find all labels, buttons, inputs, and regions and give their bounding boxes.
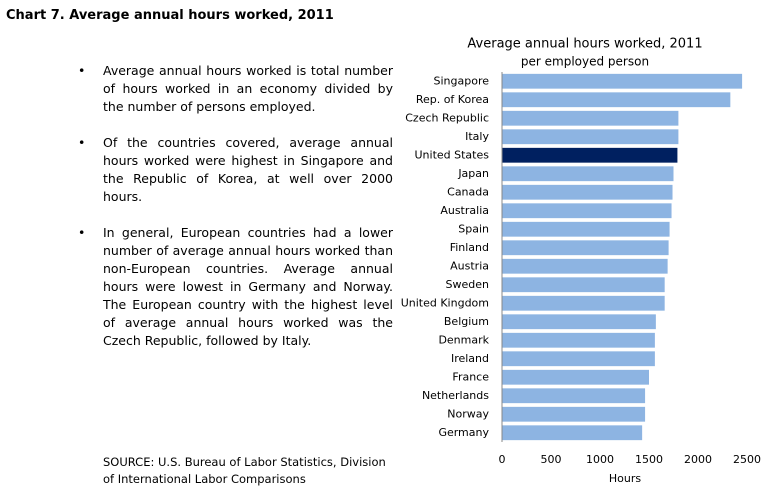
y-tick-label: Austria xyxy=(450,259,489,272)
y-tick-label: France xyxy=(452,370,489,383)
bar xyxy=(502,184,673,200)
bar xyxy=(502,73,743,89)
bar xyxy=(502,314,656,330)
bar xyxy=(502,110,679,126)
bullet: In general, European countries had a low… xyxy=(78,224,393,350)
bar xyxy=(502,295,665,311)
y-tick-label: Australia xyxy=(440,204,489,217)
y-tick-label: Finland xyxy=(450,241,489,254)
x-tick-label: 2000 xyxy=(684,453,712,466)
bar xyxy=(502,92,731,108)
bullet: Of the countries covered, average annual… xyxy=(78,134,393,206)
page-title: Chart 7. Average annual hours worked, 20… xyxy=(6,8,334,23)
source-note: SOURCE: U.S. Bureau of Labor Statistics,… xyxy=(103,455,386,486)
y-tick-label: Canada xyxy=(447,185,489,198)
bar xyxy=(502,332,655,348)
y-tick-label: Belgium xyxy=(444,315,489,328)
y-tick-label: Italy xyxy=(465,130,489,143)
bar xyxy=(502,277,665,293)
bar xyxy=(502,388,646,404)
y-tick-label: Spain xyxy=(458,222,489,235)
bar xyxy=(502,203,672,219)
chart-subtitle: per employed person xyxy=(521,55,649,69)
x-tick-label: 1500 xyxy=(635,453,663,466)
bullet: Average annual hours worked is total num… xyxy=(78,62,393,116)
y-tick-label: Sweden xyxy=(446,278,489,291)
x-tick-label: 2500 xyxy=(733,453,761,466)
y-tick-label: Japan xyxy=(457,167,489,180)
y-tick-label: Netherlands xyxy=(422,389,489,402)
y-tick-label: Rep. of Korea xyxy=(416,93,489,106)
x-tick-label: 500 xyxy=(541,453,562,466)
bar xyxy=(502,166,674,182)
bar xyxy=(502,240,669,256)
chart-title: Average annual hours worked, 2011 xyxy=(467,37,702,52)
bar xyxy=(502,369,649,385)
y-tick-label: United States xyxy=(415,148,490,161)
bar xyxy=(502,406,646,422)
y-tick-label: United Kingdom xyxy=(401,296,489,309)
x-tick-label: 0 xyxy=(499,453,506,466)
y-tick-label: Singapore xyxy=(434,74,490,87)
bar xyxy=(502,221,670,237)
bar xyxy=(502,351,655,367)
bar xyxy=(502,258,668,274)
bar xyxy=(502,425,643,441)
x-tick-label: 1000 xyxy=(586,453,614,466)
y-tick-label: Denmark xyxy=(438,333,489,346)
y-tick-label: Ireland xyxy=(451,352,489,365)
bullet-list: Average annual hours worked is total num… xyxy=(78,62,393,368)
y-tick-label: Czech Republic xyxy=(405,111,489,124)
y-tick-label: Germany xyxy=(438,426,489,439)
x-axis-label: Hours xyxy=(609,472,641,485)
bar xyxy=(502,147,678,163)
bar xyxy=(502,129,679,145)
y-tick-label: Norway xyxy=(447,407,489,420)
